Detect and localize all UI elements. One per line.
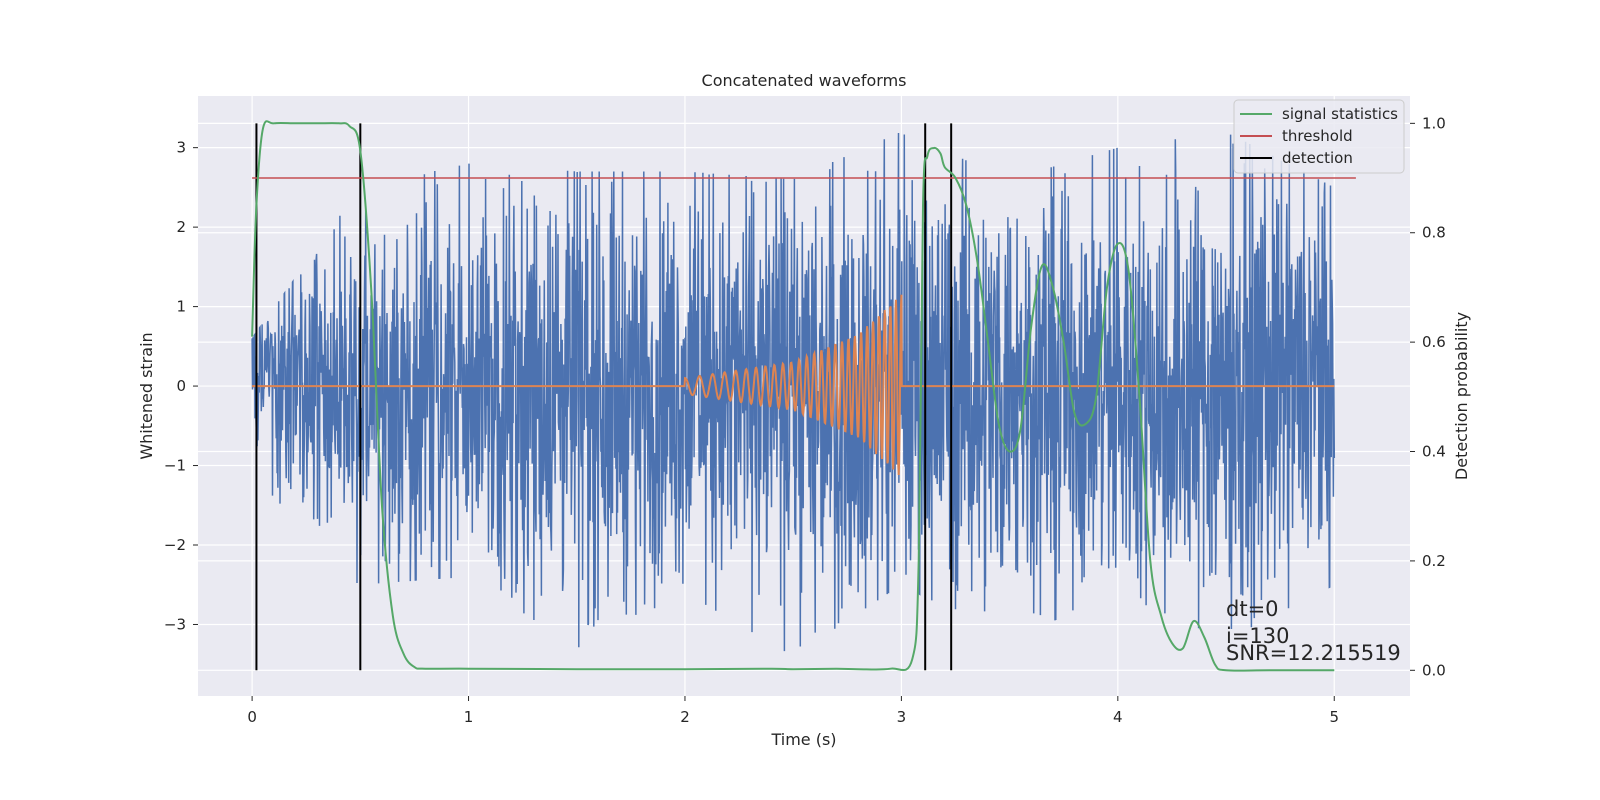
y-axis-right-label: Detection probability (1452, 312, 1471, 480)
y-right-tick-label: 0.2 (1422, 552, 1446, 570)
y-tick-label: 1 (176, 298, 186, 316)
y-tick-label: −1 (164, 457, 186, 475)
tick-labels: 0 1 2 3 4 5 −3 −2 −1 0 1 2 3 0.0 0.2 0.4 0.6 0.8 1.0 (164, 114, 1446, 726)
y-right-tick-label: 1.0 (1422, 114, 1446, 132)
annotation-dt: dt=0 (1226, 597, 1279, 621)
x-tick-label: 2 (680, 708, 690, 726)
y-right-tick-label: 0.4 (1422, 443, 1446, 461)
x-tick-label: 4 (1113, 708, 1123, 726)
y-axis-label: Whitened strain (137, 332, 156, 459)
y-tick-label: 3 (176, 139, 186, 157)
legend-box (1233, 99, 1405, 174)
y-tick-label: −2 (164, 536, 186, 554)
waveform-series (252, 294, 1335, 476)
legend: signal statistics threshold detection (1233, 99, 1405, 174)
annotation-index: i=130 (1226, 624, 1290, 648)
noise-line (251, 132, 1336, 652)
annotation-snr: SNR=12.215519 (1226, 641, 1401, 665)
noise-series (251, 132, 1336, 652)
x-tick-label: 3 (897, 708, 907, 726)
y-right-tick-label: 0.8 (1422, 224, 1446, 242)
x-tick-label: 5 (1329, 708, 1339, 726)
legend-label-detection: detection (1282, 149, 1353, 167)
legend-label-signal-statistics: signal statistics (1282, 105, 1398, 123)
waveform-line (252, 294, 1335, 476)
y-tick-label: −3 (164, 615, 186, 633)
signal-statistics-series (251, 120, 1335, 672)
y-right-tick-label: 0.0 (1422, 661, 1446, 679)
x-tick-label: 1 (464, 708, 474, 726)
y-tick-label: 0 (176, 377, 186, 395)
signal-statistics-line (251, 120, 1335, 672)
chart-title: Concatenated waveforms (702, 71, 907, 90)
y-right-tick-label: 0.6 (1422, 333, 1446, 351)
legend-label-threshold: threshold (1282, 127, 1353, 145)
x-axis-label: Time (s) (770, 730, 836, 749)
x-tick-label: 0 (247, 708, 257, 726)
y-tick-label: 2 (176, 218, 186, 236)
